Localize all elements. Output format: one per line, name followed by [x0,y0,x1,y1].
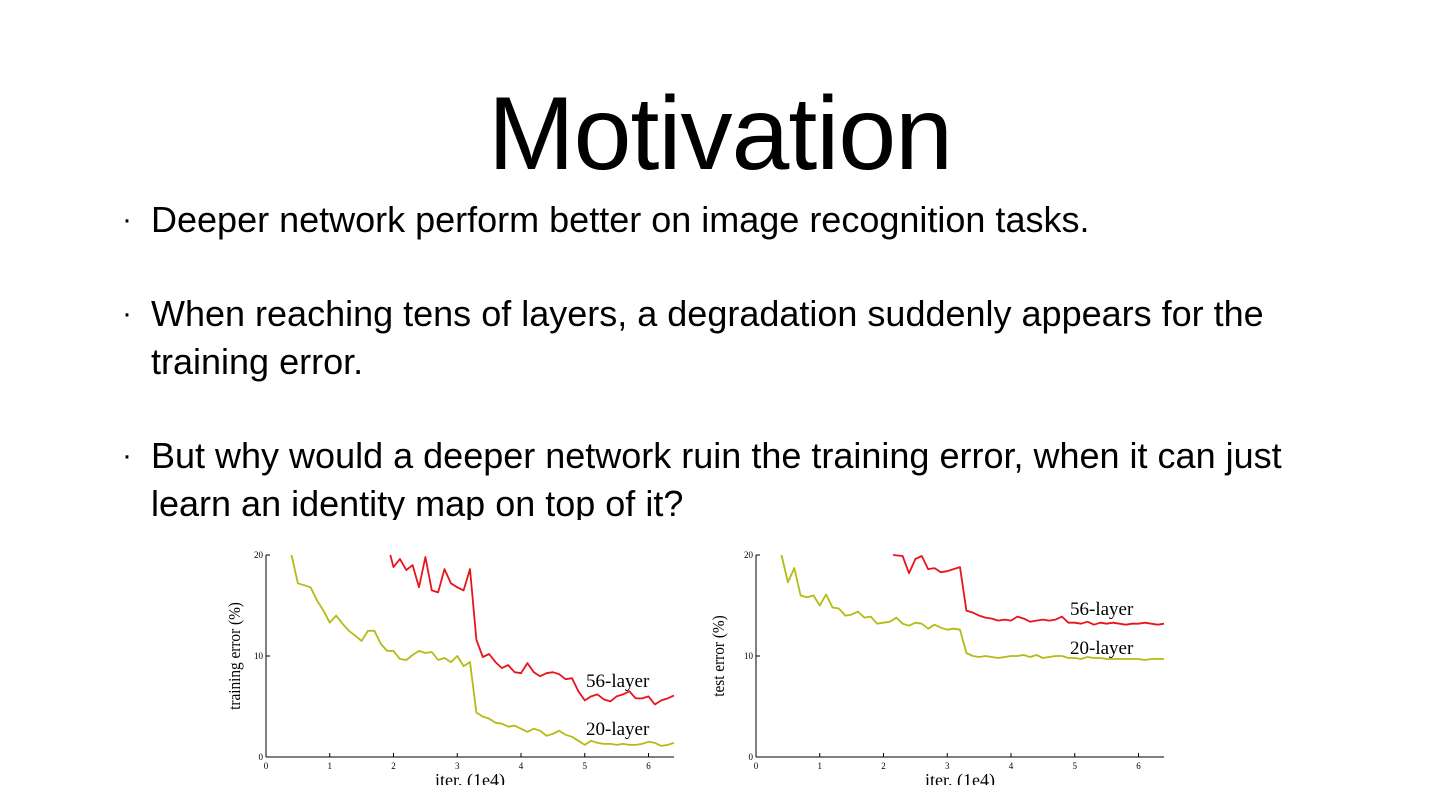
y-tick-label: 0 [749,752,754,762]
chart-svg: 0 10 20 0 1 2 3 4 5 6 test error (%) iter. (1e4) 56-… [710,550,1165,785]
x-tick-label: 0 [754,761,759,771]
y-tick-label: 10 [254,651,264,661]
bullet-dot-icon: · [122,203,132,236]
bullet-dot-icon: · [122,439,132,472]
y-tick-label: 20 [254,550,264,560]
slide-title: Motivation [488,76,953,192]
bullet-text: Deeper network perform better on image r… [151,199,1090,240]
x-tick-label: 6 [646,761,651,771]
x-tick-label: 5 [583,761,588,771]
y-tick-label: 10 [744,651,754,661]
x-tick-label: 0 [264,761,269,771]
test-error-chart: 0 10 20 0 1 2 3 4 5 6 test error (%) iter. (1e4) 56-… [708,545,1168,785]
x-axis-label: iter. (1e4) [925,770,995,785]
x-tick-label: 3 [455,761,460,771]
bullet-text: When reaching tens of layers, a degradat… [151,293,1264,382]
x-tick-label: 1 [818,761,823,771]
x-tick-label: 5 [1073,761,1078,771]
series-label: 56-layer [586,671,650,692]
y-axis-label: test error (%) [710,615,728,696]
series-line-20-layer [290,554,675,747]
bullet-dot-icon: · [122,297,132,330]
x-tick-label: 3 [945,761,950,771]
x-tick-label: 1 [328,761,333,771]
x-tick-label: 6 [1136,761,1141,771]
training-error-chart: 0 10 20 0 1 2 3 4 5 6 training error (%) iter. (1e4… [218,545,678,785]
series-label: 56-layer [1070,599,1134,620]
x-tick-label: 2 [391,761,396,771]
chart-svg: 0 10 20 0 1 2 3 4 5 6 training error (%) iter. (1e4… [226,550,675,785]
x-tick-label: 4 [519,761,524,771]
x-tick-label: 2 [881,761,886,771]
y-tick-label: 20 [744,550,754,560]
series-line-56-layer [893,554,1165,626]
x-axis-label: iter. (1e4) [435,770,505,785]
series-line-56-layer [389,554,675,706]
bullet-item: · But why would a deeper network ruin th… [122,432,1322,520]
bullet-list: · Deeper network perform better on image… [122,199,1322,520]
y-axis-label: training error (%) [226,602,244,710]
x-tick-label: 4 [1009,761,1014,771]
bullet-text: But why would a deeper network ruin the … [151,435,1282,520]
series-label: 20-layer [1070,638,1134,659]
series-line-20-layer [780,554,1164,661]
series-label: 20-layer [586,719,650,740]
y-tick-label: 0 [259,752,264,762]
